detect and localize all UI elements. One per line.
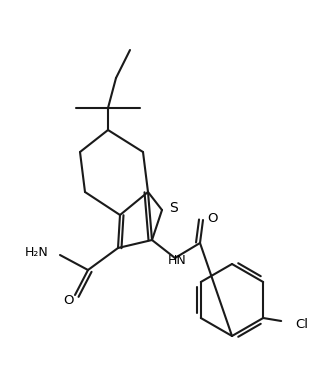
Text: S: S	[169, 201, 178, 215]
Text: HN: HN	[168, 254, 187, 266]
Text: O: O	[207, 211, 217, 225]
Text: O: O	[63, 294, 73, 306]
Text: Cl: Cl	[295, 317, 308, 331]
Text: H₂N: H₂N	[24, 247, 48, 259]
